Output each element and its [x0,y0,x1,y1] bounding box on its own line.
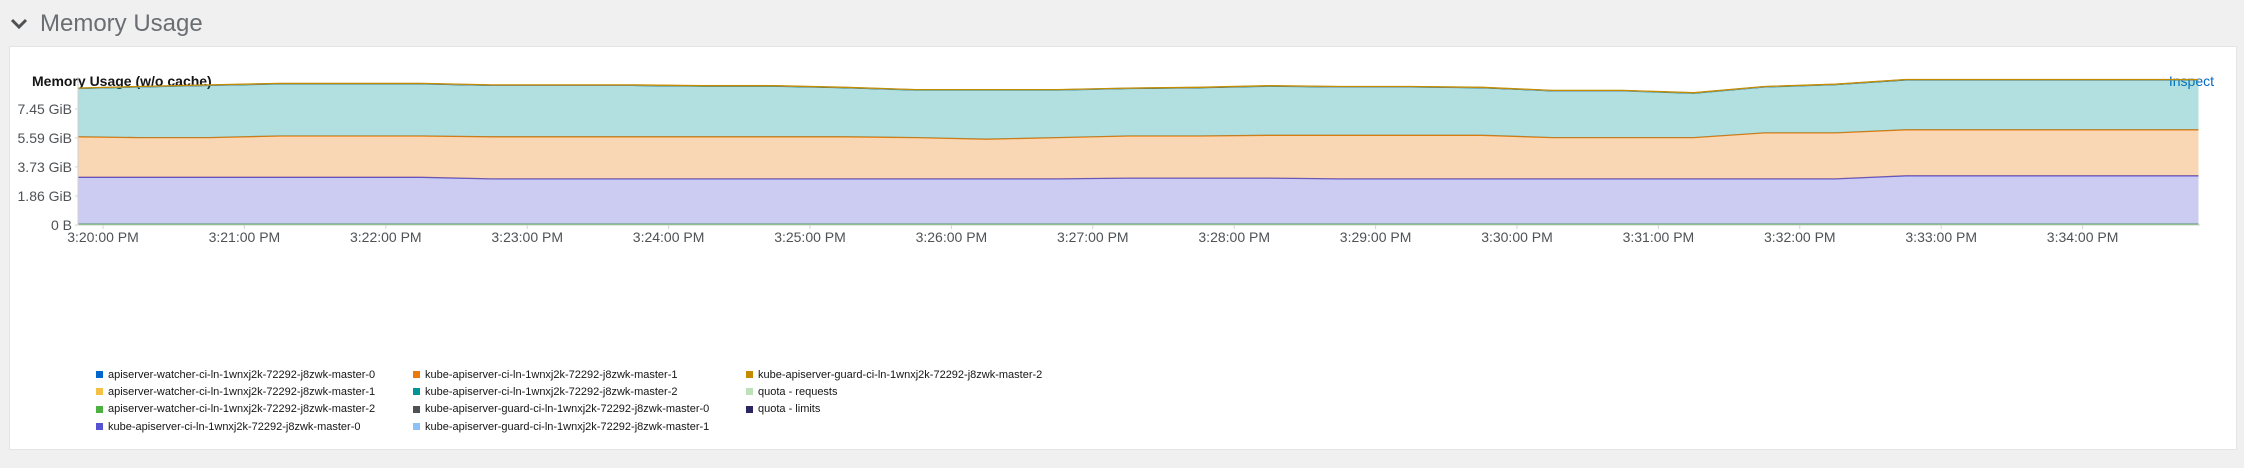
card-title: Memory Usage (w/o cache) [32,73,212,89]
legend-swatch [746,405,753,413]
legend-swatch [413,405,420,413]
legend-label: kube-apiserver-guard-ci-ln-1wnxj2k-72292… [425,403,710,416]
y-tick-label: 3.73 GiB [18,159,72,175]
series-line-8 [77,78,2199,94]
legend-swatch [746,388,753,396]
legend-item[interactable]: kube-apiserver-guard-ci-ln-1wnxj2k-72292… [746,366,1076,383]
legend-swatch [96,405,103,413]
legend-label: apiserver-watcher-ci-ln-1wnxj2k-72292-j8… [108,403,376,416]
legend-label: kube-apiserver-ci-ln-1wnxj2k-72292-j8zwk… [425,385,678,398]
legend-item[interactable]: kube-apiserver-ci-ln-1wnxj2k-72292-j8zwk… [96,418,413,435]
memory-usage-chart: 0 B 1.86 GiB 3.73 GiB 5.59 GiB 7.45 GiB 3:20:… [18,77,2200,245]
y-tick-label: 1.86 GiB [18,188,72,204]
legend-item[interactable]: apiserver-watcher-ci-ln-1wnxj2k-72292-j8… [96,383,413,400]
y-tick-label: 0 B [51,217,72,233]
legend-label: apiserver-watcher-ci-ln-1wnxj2k-72292-j8… [108,368,376,381]
y-tick-label: 7.45 GiB [18,101,72,117]
legend-item[interactable]: kube-apiserver-guard-ci-ln-1wnxj2k-72292… [413,401,746,418]
chart-legend: apiserver-watcher-ci-ln-1wnxj2k-72292-j8… [96,366,1076,435]
x-tick-label: 3:20:00 PM [67,229,139,245]
x-tick-label: 3:21:00 PM [209,229,281,245]
legend-item[interactable]: quota - requests [746,383,1076,400]
section-title: Memory Usage [40,10,203,37]
legend-item[interactable]: kube-apiserver-ci-ln-1wnxj2k-72292-j8zwk… [413,366,746,383]
x-tick-label: 3:26:00 PM [916,229,988,245]
series-line-3 [77,175,2199,180]
legend-swatch [96,423,103,431]
inspect-link[interactable]: Inspect [2168,73,2214,89]
legend-label: quota - requests [758,385,838,398]
legend-label: apiserver-watcher-ci-ln-1wnxj2k-72292-j8… [108,385,376,398]
x-tick-label: 3:31:00 PM [1623,229,1695,245]
legend-label: quota - limits [758,403,821,416]
legend-label: kube-apiserver-ci-ln-1wnxj2k-72292-j8zwk… [425,368,678,381]
x-tick-label: 3:29:00 PM [1340,229,1412,245]
x-tick-label: 3:25:00 PM [774,229,846,245]
y-tick-label: 5.59 GiB [18,130,72,146]
x-tick-label: 3:34:00 PM [2047,229,2119,245]
legend-label: kube-apiserver-guard-ci-ln-1wnxj2k-72292… [758,368,1043,381]
series-area-4[interactable] [77,129,2199,179]
x-tick-label: 3:33:00 PM [1905,229,1977,245]
legend-item[interactable]: kube-apiserver-ci-ln-1wnxj2k-72292-j8zwk… [413,383,746,400]
x-tick-label: 3:24:00 PM [633,229,705,245]
legend-item[interactable]: kube-apiserver-guard-ci-ln-1wnxj2k-72292… [413,418,746,435]
x-tick-label: 3:32:00 PM [1764,229,1836,245]
chevron-down-icon[interactable] [8,13,30,35]
axis-layer: 0 B 1.86 GiB 3.73 GiB 5.59 GiB 7.45 GiB 3:20:… [18,77,2200,245]
x-tick-label: 3:30:00 PM [1481,229,1553,245]
area-layer [77,78,2199,226]
series-area-5[interactable] [77,80,2199,140]
legend-swatch [746,371,753,379]
legend-swatch [96,388,103,396]
legend-swatch [96,371,103,379]
legend-swatch [413,423,420,431]
series-line-4 [77,129,2199,140]
x-tick-label: 3:22:00 PM [350,229,422,245]
x-tick-label: 3:27:00 PM [1057,229,1129,245]
chart-card: Memory Usage (w/o cache) Inspect 0 B 1.86… [9,46,2237,450]
legend-item[interactable]: apiserver-watcher-ci-ln-1wnxj2k-72292-j8… [96,401,413,418]
legend-label: kube-apiserver-ci-ln-1wnxj2k-72292-j8zwk… [108,420,361,433]
section-header[interactable]: Memory Usage [8,6,203,42]
x-tick-label: 3:28:00 PM [1198,229,1270,245]
legend-label: kube-apiserver-guard-ci-ln-1wnxj2k-72292… [425,420,710,433]
x-tick-label: 3:23:00 PM [491,229,563,245]
series-area-3[interactable] [77,175,2199,225]
legend-item[interactable]: quota - limits [746,401,1076,418]
legend-swatch [413,388,420,396]
legend-swatch [413,371,420,379]
legend-item[interactable]: apiserver-watcher-ci-ln-1wnxj2k-72292-j8… [96,366,413,383]
